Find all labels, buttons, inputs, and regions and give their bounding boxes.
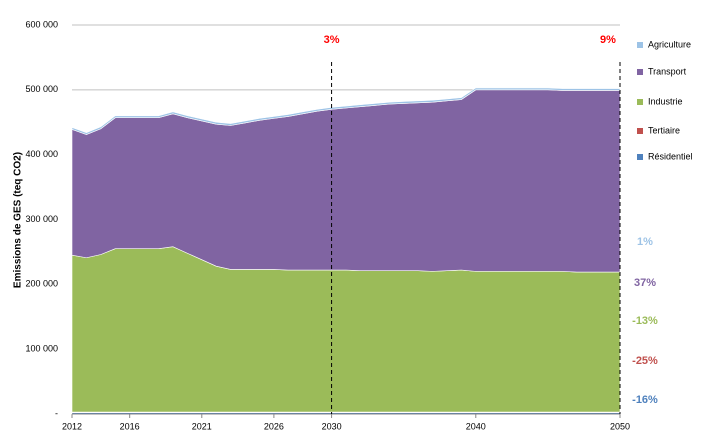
y-tick-label: 300 000 xyxy=(25,214,58,224)
legend-label: Résidentiel xyxy=(648,151,693,161)
legend-label: Tertiaire xyxy=(648,125,680,135)
annotation: 9% xyxy=(600,34,616,46)
legend-swatch xyxy=(637,128,643,134)
y-tick-label: 600 000 xyxy=(25,19,58,29)
y-tick-label: 200 000 xyxy=(25,279,58,289)
x-tick-label: 2012 xyxy=(62,421,82,431)
change-label: -13% xyxy=(632,315,658,327)
y-tick-label: 500 000 xyxy=(25,84,58,94)
legend-swatch xyxy=(637,99,643,105)
legend-label: Transport xyxy=(648,66,687,76)
change-label: -25% xyxy=(632,355,658,367)
x-tick-label: 2030 xyxy=(322,421,342,431)
legend-swatch xyxy=(637,42,643,48)
y-axis-label: Emissions de GES (teq CO2) xyxy=(13,152,24,288)
annotation: 3% xyxy=(324,34,340,46)
y-tick-label: - xyxy=(55,408,58,418)
x-tick-label: 2026 xyxy=(264,421,284,431)
y-tick-label: 100 000 xyxy=(25,344,58,354)
legend-swatch xyxy=(637,154,643,160)
change-label: 1% xyxy=(637,236,653,248)
x-tick-label: 2016 xyxy=(120,421,140,431)
change-label: -16% xyxy=(632,394,658,406)
x-tick-label: 2050 xyxy=(610,421,630,431)
x-tick-label: 2021 xyxy=(192,421,212,431)
x-tick-label: 2040 xyxy=(466,421,486,431)
change-label: 37% xyxy=(634,277,656,289)
legend-label: Industrie xyxy=(648,96,683,106)
legend-label: Agriculture xyxy=(648,39,691,49)
y-tick-label: 400 000 xyxy=(25,149,58,159)
legend-swatch xyxy=(637,69,643,75)
